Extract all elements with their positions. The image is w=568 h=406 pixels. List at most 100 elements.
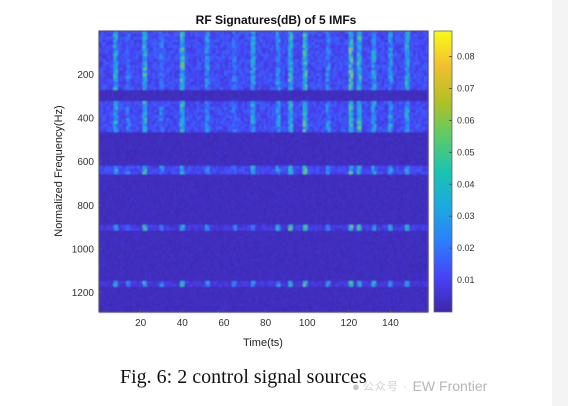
heatmap-cell xyxy=(282,56,285,60)
heatmap-cell xyxy=(378,33,381,38)
heatmap-cell xyxy=(334,31,337,35)
heatmap-cell xyxy=(334,36,337,40)
heatmap-cell xyxy=(288,56,291,60)
heatmap-cell xyxy=(309,53,312,57)
heatmap-cell xyxy=(315,36,319,40)
heatmap-cell xyxy=(417,39,421,43)
heatmap-cell xyxy=(186,45,189,49)
heatmap-cell xyxy=(398,50,402,54)
heatmap-cell xyxy=(336,36,339,40)
heatmap-cell xyxy=(315,53,319,57)
heatmap-cell xyxy=(192,45,196,49)
heatmap-cell xyxy=(176,50,179,54)
heatmap-cell xyxy=(344,42,348,46)
heatmap-cell xyxy=(255,50,258,54)
heatmap-cell xyxy=(415,39,418,43)
heatmap-cell xyxy=(221,31,225,35)
heatmap-cell xyxy=(144,31,148,35)
heatmap-cell xyxy=(373,45,377,49)
heatmap-cell xyxy=(309,50,312,54)
heatmap-cell xyxy=(415,33,418,38)
heatmap-cell xyxy=(355,42,358,46)
heatmap-cell xyxy=(411,36,414,40)
heatmap-cell xyxy=(425,45,429,49)
heatmap-cell xyxy=(330,50,333,54)
heatmap-cell xyxy=(232,56,235,60)
heatmap-cell xyxy=(275,53,279,57)
heatmap-cell xyxy=(246,36,250,40)
heatmap-cell xyxy=(255,47,258,52)
heatmap-cell xyxy=(101,50,104,54)
heatmap-cell xyxy=(234,50,237,54)
heatmap-cell xyxy=(213,33,217,38)
heatmap-cell xyxy=(201,42,204,46)
heatmap-cell xyxy=(173,31,177,35)
heatmap-cell xyxy=(378,36,381,40)
heatmap-cell xyxy=(209,39,212,43)
heatmap-cell xyxy=(255,36,258,40)
heatmap-cell xyxy=(221,42,225,46)
heatmap-cell xyxy=(284,42,287,46)
heatmap-cell xyxy=(303,36,306,40)
heatmap-cell xyxy=(359,33,362,38)
heatmap-cell xyxy=(403,53,406,57)
heatmap-cell xyxy=(338,47,341,52)
heatmap-cell xyxy=(392,42,396,46)
heatmap-cell xyxy=(184,56,187,60)
heatmap-cell xyxy=(275,36,279,40)
heatmap-cell xyxy=(230,45,233,49)
heatmap-cell xyxy=(230,33,233,38)
heatmap-cell xyxy=(396,53,400,57)
heatmap-cell xyxy=(271,39,275,43)
heatmap-cell xyxy=(101,47,104,52)
heatmap-cell xyxy=(201,31,204,35)
heatmap-cell xyxy=(242,39,246,43)
heatmap-cell xyxy=(119,45,123,49)
heatmap-cell xyxy=(157,42,160,46)
heatmap-cell xyxy=(365,45,369,49)
heatmap-cell xyxy=(300,31,304,35)
heatmap-cell xyxy=(157,33,160,38)
heatmap-cell xyxy=(169,53,173,57)
heatmap-cell xyxy=(292,47,296,52)
heatmap-cell xyxy=(271,56,275,60)
heatmap-cell xyxy=(134,33,137,38)
heatmap-cell xyxy=(115,33,119,38)
heatmap-cell xyxy=(271,36,275,40)
heatmap-cell xyxy=(157,56,160,60)
heatmap-cell xyxy=(226,47,229,52)
heatmap-cell xyxy=(284,39,287,43)
heatmap-cell xyxy=(159,56,162,60)
heatmap-cell xyxy=(194,33,198,38)
heatmap-cell xyxy=(111,33,114,38)
heatmap-cell xyxy=(263,42,266,46)
heatmap-cell xyxy=(369,36,373,40)
heatmap-cell xyxy=(425,31,429,35)
heatmap-cell xyxy=(296,47,300,52)
heatmap-cell xyxy=(136,39,139,43)
heatmap-cell xyxy=(392,39,396,43)
heatmap-cell xyxy=(321,36,325,40)
heatmap-cell xyxy=(217,50,221,54)
heatmap-cell xyxy=(273,56,277,60)
heatmap-cell xyxy=(355,50,358,54)
heatmap-cell xyxy=(159,47,162,52)
heatmap-cell xyxy=(198,50,202,54)
heatmap-cell xyxy=(115,39,119,43)
heatmap-cell xyxy=(305,33,308,38)
heatmap-cell xyxy=(184,45,187,49)
heatmap-cell xyxy=(425,42,429,46)
heatmap-cell xyxy=(138,33,142,38)
heatmap-cell xyxy=(263,36,266,40)
heatmap-cell xyxy=(296,50,300,54)
heatmap-cell xyxy=(134,42,137,46)
heatmap-cell xyxy=(171,53,175,57)
heatmap-cell xyxy=(363,33,366,38)
heatmap-cell xyxy=(155,39,158,43)
heatmap-cell xyxy=(417,33,421,38)
heatmap-cell xyxy=(167,31,171,35)
heatmap-cell xyxy=(184,53,187,57)
heatmap-cell xyxy=(300,42,304,46)
heatmap-cell xyxy=(386,36,389,40)
heatmap-cell xyxy=(126,31,129,35)
